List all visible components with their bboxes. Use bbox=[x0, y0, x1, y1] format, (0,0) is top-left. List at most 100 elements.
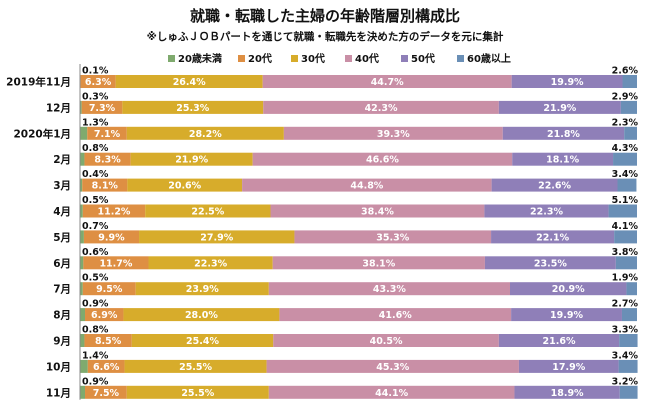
bar-segment bbox=[619, 334, 638, 347]
data-label: 11.7% bbox=[99, 258, 132, 269]
data-label-last-series: 5.1% bbox=[612, 195, 639, 206]
bar-segment bbox=[484, 256, 616, 270]
category-label: 5月 bbox=[53, 232, 71, 244]
bar-segment bbox=[80, 385, 86, 399]
bar-segment bbox=[498, 100, 621, 114]
bar-segment bbox=[80, 75, 116, 88]
bar-segment bbox=[80, 256, 84, 270]
legend-label: 40代 bbox=[355, 52, 379, 65]
bar-segment bbox=[622, 75, 637, 88]
bar-segment bbox=[262, 75, 512, 88]
category-label: 6月 bbox=[53, 258, 71, 270]
data-label-first-series: 0.1% bbox=[82, 66, 109, 77]
data-label: 38.1% bbox=[362, 258, 395, 269]
legend-swatch bbox=[168, 55, 175, 62]
bar-segment bbox=[82, 282, 136, 296]
legend-label: 20代 bbox=[248, 52, 272, 65]
bar-segment bbox=[83, 230, 140, 244]
data-label-first-series: 0.7% bbox=[82, 221, 109, 232]
bar-segment bbox=[127, 178, 243, 192]
bar-segment bbox=[484, 204, 609, 218]
legend-swatch bbox=[457, 55, 464, 62]
bars: 6.3% 26.4% 44.7% 19.9% 0.1% 2.6% 2019年11月 7.3% 2… bbox=[6, 66, 638, 400]
chart-subtitle: ※しゅふＪＯＢパートを通じて就職・転職先を決めた方のデータを元に集計 bbox=[147, 30, 504, 43]
bar-segment bbox=[80, 126, 88, 140]
category-label: 12月 bbox=[46, 102, 71, 114]
bar-segment bbox=[491, 178, 618, 192]
bar-segment bbox=[518, 359, 619, 373]
data-label-first-series: 1.3% bbox=[82, 117, 109, 128]
bar-segment bbox=[514, 385, 620, 399]
bar-segment bbox=[511, 75, 623, 88]
data-label: 22.3% bbox=[194, 258, 227, 269]
data-label-last-series: 2.3% bbox=[612, 117, 639, 128]
legend-label: 30代 bbox=[301, 52, 325, 65]
bar-segment bbox=[123, 308, 280, 322]
data-label: 18.1% bbox=[546, 155, 579, 166]
data-label-last-series: 3.2% bbox=[612, 376, 639, 387]
data-label: 28.0% bbox=[185, 310, 218, 321]
data-label-first-series: 0.3% bbox=[82, 91, 109, 102]
bar-segment bbox=[242, 178, 492, 192]
chart-title: 就職・転職した主婦の年齢階層別構成比 bbox=[190, 7, 460, 25]
data-label: 6.6% bbox=[93, 362, 120, 373]
data-label: 22.5% bbox=[191, 207, 224, 218]
data-label: 38.4% bbox=[361, 207, 394, 218]
data-label-last-series: 3.8% bbox=[612, 247, 639, 258]
bar-segment bbox=[80, 230, 84, 244]
data-label: 22.1% bbox=[536, 232, 569, 243]
bar-segment bbox=[510, 282, 627, 296]
data-label-last-series: 2.7% bbox=[612, 299, 639, 310]
legend-swatch bbox=[238, 55, 245, 62]
bar-segment bbox=[294, 230, 492, 244]
bar-segment bbox=[268, 385, 515, 399]
bar-segment bbox=[626, 282, 637, 296]
bar-segment bbox=[135, 282, 269, 296]
data-label-first-series: 0.5% bbox=[82, 195, 109, 206]
data-label: 6.3% bbox=[85, 77, 112, 88]
data-label: 28.2% bbox=[189, 129, 222, 140]
bar-segment bbox=[126, 385, 269, 399]
data-label: 18.9% bbox=[551, 388, 584, 399]
category-label: 2019年11月 bbox=[6, 76, 71, 89]
bar-segment bbox=[266, 359, 519, 373]
data-label: 43.3% bbox=[373, 284, 406, 295]
bar-segment bbox=[82, 204, 146, 218]
bar-segment bbox=[80, 308, 86, 322]
data-label: 22.6% bbox=[538, 181, 571, 192]
data-label-first-series: 1.4% bbox=[82, 350, 109, 361]
data-label: 44.8% bbox=[350, 181, 383, 192]
category-label: 3月 bbox=[53, 180, 71, 192]
bar-segment bbox=[84, 152, 131, 166]
category-label: 9月 bbox=[53, 336, 71, 348]
data-label: 26.4% bbox=[173, 77, 206, 88]
data-label-first-series: 0.5% bbox=[82, 273, 109, 284]
bar-segment bbox=[619, 385, 638, 399]
data-label: 21.8% bbox=[547, 129, 580, 140]
data-label: 19.9% bbox=[551, 77, 584, 88]
bar-segment bbox=[82, 178, 128, 192]
bar-segment bbox=[130, 152, 253, 166]
bar-segment bbox=[80, 100, 82, 114]
bar-segment bbox=[614, 230, 637, 244]
bar-segment bbox=[115, 75, 263, 88]
data-label: 17.9% bbox=[552, 362, 585, 373]
category-label: 11月 bbox=[46, 387, 71, 399]
data-label-first-series: 0.8% bbox=[82, 143, 109, 154]
bar-segment bbox=[145, 204, 271, 218]
category-label: 7月 bbox=[53, 284, 71, 296]
data-label: 7.3% bbox=[89, 103, 116, 114]
data-label: 41.6% bbox=[379, 310, 412, 321]
data-label: 25.5% bbox=[181, 388, 214, 399]
category-label: 2020年1月 bbox=[13, 127, 71, 140]
legend-label: 20歳未満 bbox=[178, 52, 222, 65]
legend-label: 60歳以上 bbox=[467, 52, 511, 65]
legend-swatch bbox=[291, 55, 298, 62]
category-label: 2月 bbox=[53, 154, 71, 166]
data-label: 9.9% bbox=[98, 232, 125, 243]
legend-label: 50代 bbox=[411, 52, 435, 65]
bar-segment bbox=[85, 308, 124, 322]
bar-segment bbox=[87, 359, 125, 373]
data-label: 11.2% bbox=[97, 207, 130, 218]
data-label: 20.9% bbox=[552, 284, 585, 295]
